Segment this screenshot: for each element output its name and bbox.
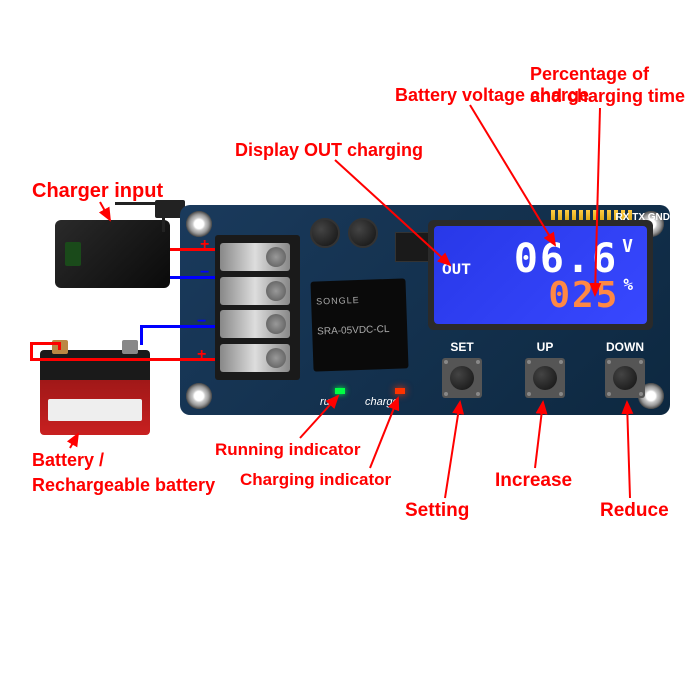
terminal-screw bbox=[220, 277, 290, 305]
battery-plus-sign: + bbox=[197, 346, 206, 364]
relay-component: SONGLE SRA-05VDC-CL bbox=[310, 278, 408, 371]
label-display-out: Display OUT charging bbox=[235, 140, 423, 161]
battery-device bbox=[40, 350, 150, 435]
terminal-screw bbox=[220, 243, 290, 271]
label-battery-1: Battery / bbox=[32, 450, 104, 471]
battery-minus-sign: − bbox=[197, 313, 206, 331]
charger-minus-sign: − bbox=[200, 264, 209, 282]
label-percentage-2: and charging time bbox=[530, 86, 685, 107]
set-button-area: SET bbox=[442, 340, 482, 398]
wire-battery-pos-h1 bbox=[30, 342, 60, 345]
set-button[interactable] bbox=[442, 358, 482, 398]
label-battery-2: Rechargeable battery bbox=[32, 475, 215, 496]
terminal-screw bbox=[220, 310, 290, 338]
up-button-area: UP bbox=[525, 340, 565, 398]
capacitor bbox=[348, 218, 378, 248]
wire-battery-pos-h2 bbox=[30, 358, 215, 361]
label-setting: Setting bbox=[405, 500, 469, 522]
lcd-out-text: OUT bbox=[442, 261, 471, 279]
mounting-hole bbox=[186, 211, 212, 237]
terminal-block bbox=[215, 235, 300, 380]
charge-text: charge bbox=[365, 396, 399, 408]
terminal-screw bbox=[220, 344, 290, 372]
lcd-display: OUT 06.6V 025% bbox=[428, 220, 653, 330]
label-reduce: Reduce bbox=[600, 500, 669, 522]
down-label: DOWN bbox=[605, 340, 645, 354]
down-button-area: DOWN bbox=[605, 340, 645, 398]
ic-chip bbox=[395, 232, 430, 262]
charger-plus-sign: + bbox=[200, 236, 209, 254]
label-battery-voltage: Battery voltage bbox=[395, 85, 525, 106]
label-increase: Increase bbox=[495, 470, 572, 492]
up-label: UP bbox=[525, 340, 565, 354]
mounting-hole bbox=[186, 383, 212, 409]
down-button[interactable] bbox=[605, 358, 645, 398]
up-button[interactable] bbox=[525, 358, 565, 398]
running-led bbox=[335, 388, 345, 394]
label-charger-input: Charger input bbox=[32, 180, 163, 203]
label-running-indicator: Running indicator bbox=[215, 440, 360, 460]
set-label: SET bbox=[442, 340, 482, 354]
run-text: run bbox=[320, 396, 336, 408]
wire-battery-neg-v bbox=[140, 325, 143, 345]
charging-led bbox=[395, 388, 405, 394]
label-charging-indicator: Charging indicator bbox=[240, 470, 391, 490]
capacitor bbox=[310, 218, 340, 248]
lcd-percent-value: 025% bbox=[548, 275, 635, 316]
